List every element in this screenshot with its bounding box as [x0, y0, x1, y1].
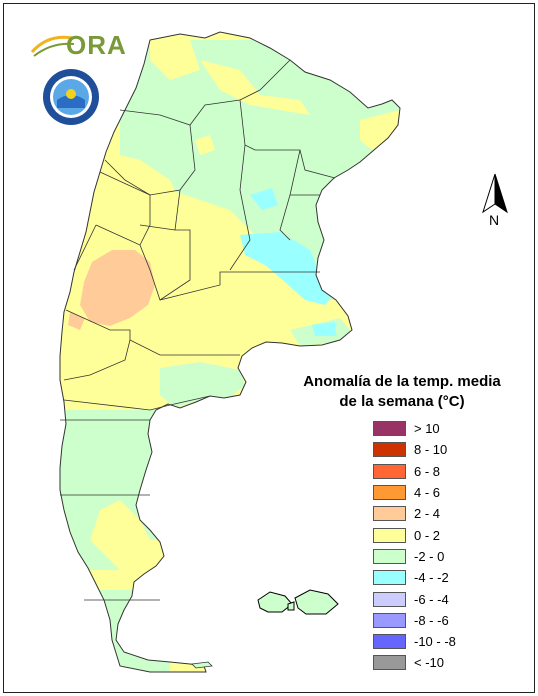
legend-swatch: [373, 506, 406, 522]
legend-swatch: [373, 591, 406, 607]
malvinas-islands: [257, 589, 339, 615]
legend-label: 6 - 8: [414, 463, 441, 479]
legend-item: 6 - 8: [373, 461, 456, 482]
legend-label: 4 - 6: [414, 485, 441, 501]
legend-item: 8 - 10: [373, 439, 456, 460]
legend-swatch: [373, 463, 406, 479]
legend-swatch: [373, 442, 406, 458]
north-arrow-icon: [478, 172, 512, 234]
legend-swatch: [373, 527, 406, 543]
legend: > 10 8 - 10 6 - 8 4 - 6 2 - 4 0 - 2 -2 - 0 -4 -…: [373, 418, 456, 674]
legend-label: 0 - 2: [414, 527, 441, 543]
ora-logo: ORA: [28, 28, 126, 62]
legend-swatch: [373, 612, 406, 628]
legend-label: -4 - -2: [414, 570, 449, 586]
legend-item: > 10: [373, 418, 456, 439]
legend-title-line2: de la semana (°C): [339, 393, 465, 410]
legend-label: -6 - -4: [414, 591, 449, 607]
logo-text: ORA: [66, 30, 127, 60]
legend-item: -2 - 0: [373, 546, 456, 567]
legend-item: -10 - -8: [373, 631, 456, 652]
legend-item: -6 - -4: [373, 588, 456, 609]
legend-label: > 10: [414, 421, 440, 437]
legend-item: -4 - -2: [373, 567, 456, 588]
legend-label: 8 - 10: [414, 442, 448, 458]
legend-label: -10 - -8: [414, 634, 456, 650]
legend-swatch: [373, 485, 406, 501]
legend-title: Anomalía de la temp. media de la semana …: [282, 372, 522, 412]
legend-swatch: [373, 634, 406, 650]
north-label: N: [489, 212, 500, 228]
legend-label: -2 - 0: [414, 548, 445, 564]
legend-item: 2 - 4: [373, 503, 456, 524]
legend-swatch: [373, 548, 406, 564]
legend-item: 0 - 2: [373, 524, 456, 545]
legend-label: 2 - 4: [414, 506, 441, 522]
legend-title-line1: Anomalía de la temp. media: [303, 373, 501, 390]
legend-label: < -10: [414, 655, 444, 671]
legend-item: < -10: [373, 652, 456, 673]
legend-item: -8 - -6: [373, 610, 456, 631]
smn-seal-icon: [42, 68, 100, 126]
legend-swatch: [373, 570, 406, 586]
legend-swatch: [373, 421, 406, 437]
legend-label: -8 - -6: [414, 612, 449, 628]
legend-swatch: [373, 655, 406, 671]
legend-item: 4 - 6: [373, 482, 456, 503]
